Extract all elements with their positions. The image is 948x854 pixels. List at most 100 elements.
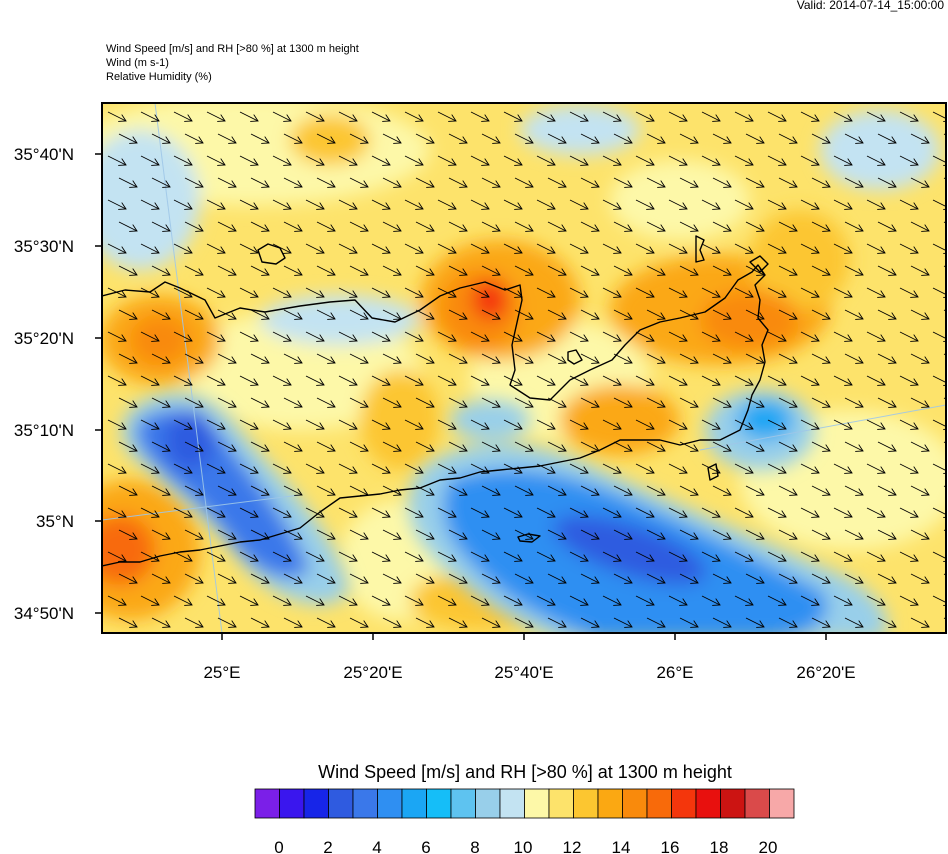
colorbar-swatch [328,788,354,819]
wind-arrow [536,155,555,165]
wind-arrow [404,199,423,209]
wind-arrow [206,111,225,121]
wind-arrow [107,419,126,429]
wind-arrow [173,375,192,385]
wind-arrow [833,463,852,473]
wind-arrow [734,287,753,297]
wind-arrow [712,177,731,187]
wind-arrow [272,243,291,253]
colorbar-swatch [548,788,574,819]
wind-arrow [580,309,599,319]
wind-arrow [536,111,555,121]
wind-arrow [580,529,599,539]
wind-arrow [481,397,500,407]
wind-arrow [173,507,192,517]
wind-arrow [635,595,654,605]
wind-arrow [833,155,852,165]
wind-arrow [547,485,566,495]
wind-arrow [239,199,258,209]
colorbar-label-6: 6 [421,838,430,854]
colorbar-label-12: 12 [563,838,582,854]
wind-arrow [668,199,687,209]
wind-arrow [635,419,654,429]
wind-arrow [470,463,489,473]
coastline [102,235,769,567]
wind-arrow [107,375,126,385]
wind-arrow [646,617,665,627]
wind-arrow [349,265,368,275]
colorbar-swatch [475,788,501,819]
wind-arrow [899,155,918,165]
wind-arrow [338,507,357,517]
wind-arrow [536,419,555,429]
wind-arrow [404,595,423,605]
colorbar-swatch [499,788,525,819]
wind-arrow [338,595,357,605]
wind-arrow [250,221,269,231]
wind-arrow [844,221,863,231]
wind-arrow [910,221,929,231]
wind-arrow [514,309,533,319]
wind-arrow [206,551,225,561]
wind-arrow [833,199,852,209]
wind-arrow [712,221,731,231]
colorbar-swatch [450,788,476,819]
wind-arrow [712,353,731,363]
wind-arrow [679,133,698,143]
wind-arrow [239,111,258,121]
wind-arrow [371,419,390,429]
wind-arrow [899,111,918,121]
wind-arrow [646,265,665,275]
wind-arrow [437,595,456,605]
wind-arrow [283,573,302,583]
wind-arrow [767,507,786,517]
colorbar-swatch [377,788,403,819]
colorbar-swatch [401,788,427,819]
wind-arrow [811,485,830,495]
wind-arrow [206,199,225,209]
wind-arrow [569,595,588,605]
wind-speed-field [102,103,946,633]
wind-arrow [536,507,555,517]
wind-arrow [371,155,390,165]
wind-arrow [745,221,764,231]
wind-arrow [382,397,401,407]
wind-arrow [646,485,665,495]
wind-arrow [844,441,863,451]
wind-arrow [470,287,489,297]
wind-arrow [602,419,621,429]
wind-arrow [932,287,946,297]
wind-arrow [679,529,698,539]
wind-arrow [547,397,566,407]
wind-arrow [503,155,522,165]
wind-arrow [239,419,258,429]
wind-arrow [448,485,467,495]
wind-arrow [338,243,357,253]
wind-arrow [184,573,203,583]
wind-arrow [580,133,599,143]
wind-arrow [811,617,830,627]
wind-arrow [602,595,621,605]
wind-arrow [800,331,819,341]
wind-arrow [382,177,401,187]
colorbar-swatch [646,788,672,819]
wind-arrow [734,199,753,209]
wind-arrow [437,199,456,209]
wind-arrow [470,155,489,165]
wind-arrow [910,573,929,583]
wind-arrow [613,397,632,407]
wind-arrow [569,331,588,341]
wind-arrow [932,507,946,517]
wind-arrow [437,507,456,517]
wind-arrow [250,177,269,187]
wind-arrow [470,331,489,341]
wind-arrow [382,353,401,363]
wind-arrow [206,463,225,473]
wind-arrow [448,309,467,319]
wind-arrow [844,265,863,275]
wind-arrow [635,287,654,297]
wind-arrow [932,331,946,341]
wind-arrow [404,419,423,429]
wind-arrow [239,243,258,253]
wind-arrow [712,573,731,583]
